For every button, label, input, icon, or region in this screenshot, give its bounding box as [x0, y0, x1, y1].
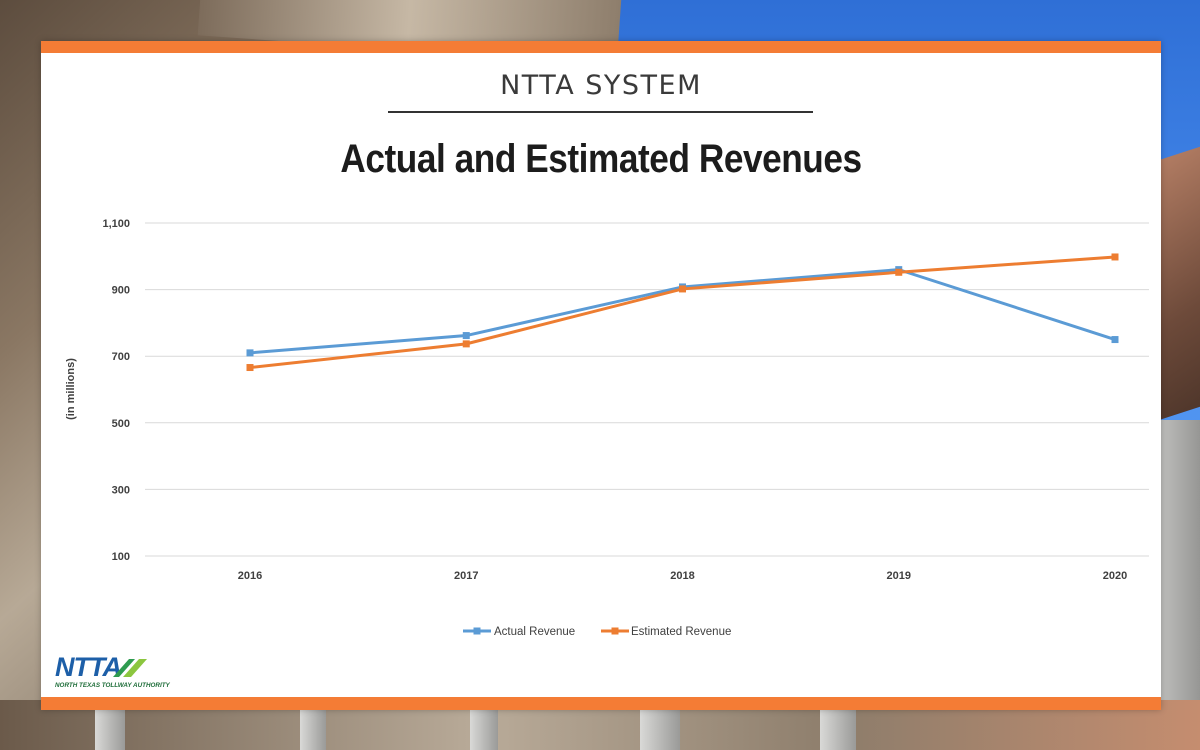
data-point-estimated	[895, 268, 903, 276]
background-column	[95, 705, 125, 750]
revenue-line-chart: 100 300 500 700 900 1,100 2016 2017 2018 2019 2020…	[65, 218, 1149, 638]
y-tick-label: 300	[112, 484, 130, 496]
data-point-estimated	[679, 285, 686, 293]
data-point-actual	[462, 332, 470, 340]
x-tick-label: 2019	[887, 570, 911, 582]
title-divider	[388, 111, 813, 113]
background-column	[300, 705, 326, 750]
data-point-actual	[246, 349, 254, 357]
x-tick-label: 2016	[238, 570, 262, 582]
y-tick-label: 100	[112, 551, 130, 563]
legend-swatch-marker	[473, 627, 481, 635]
x-tick-label: 2017	[454, 570, 478, 582]
chart-title: Actual and Estimated Revenues	[340, 137, 862, 181]
x-tick-label: 2020	[1103, 570, 1127, 582]
logo-wordmark: NTTA	[55, 652, 122, 682]
y-axis-label: (in millions)	[65, 358, 77, 420]
background-column	[640, 705, 680, 750]
data-point-estimated	[1111, 253, 1119, 261]
data-point-actual	[1111, 336, 1119, 344]
y-tick-label: 500	[112, 418, 130, 430]
y-tick-label: 1,100	[102, 218, 130, 230]
legend-label: Actual Revenue	[494, 626, 575, 638]
series-line-actual	[248, 268, 1117, 355]
background-column	[470, 705, 498, 750]
background-column	[820, 705, 856, 750]
legend-swatch-marker	[611, 627, 619, 635]
legend-label: Estimated Revenue	[631, 626, 731, 638]
logo-tagline: NORTH TEXAS TOLLWAY AUTHORITY	[55, 682, 170, 689]
accent-bar-bottom	[41, 697, 1161, 710]
data-point-estimated	[246, 364, 254, 372]
ntta-logo: NTTA NORTH TEXAS TOLLWAY AUTHORITY	[55, 653, 180, 693]
chart-card: NTTA SYSTEM Actual and Estimated Revenue…	[41, 41, 1161, 710]
system-title: NTTA SYSTEM	[500, 70, 702, 101]
y-tick-label: 700	[112, 351, 130, 363]
ntta-swoosh-icon	[113, 659, 147, 677]
series-line-estimated	[248, 255, 1117, 370]
data-point-estimated	[462, 340, 470, 348]
x-tick-label: 2018	[670, 570, 694, 582]
y-tick-label: 900	[112, 285, 130, 297]
accent-bar-top	[41, 41, 1161, 53]
